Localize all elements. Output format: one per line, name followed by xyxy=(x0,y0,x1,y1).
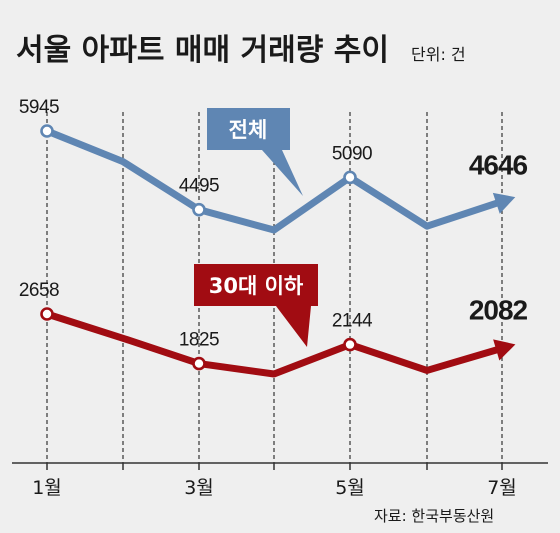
x-tick-label: 5월 xyxy=(335,477,365,499)
callout-under30-label: 30대 이하 xyxy=(209,274,304,298)
x-tick-label: 3월 xyxy=(184,477,214,499)
x-tick-label: 7월 xyxy=(487,477,517,499)
callout-under30: 30대 이하 xyxy=(194,264,318,347)
x-tick-label: 1월 xyxy=(32,477,62,499)
chart-title: 서울 아파트 매매 거래량 추이 xyxy=(16,33,389,68)
series-arrowhead-2 xyxy=(493,339,516,361)
callout-total-box xyxy=(207,108,303,196)
callout-under30-box xyxy=(194,264,318,347)
data-point-marker xyxy=(343,170,357,185)
data-label: 2658 xyxy=(19,280,59,301)
data-label: 4495 xyxy=(179,176,219,197)
data-point-marker xyxy=(40,307,54,321)
data-point-marker xyxy=(343,337,357,352)
series: 5945 4495 5090 4646 2658 1825 2144 2082 xyxy=(19,97,529,378)
data-label: 5090 xyxy=(332,143,372,164)
data-point-marker xyxy=(192,356,206,371)
x-axis: 1월 3월 5월 7월 xyxy=(32,463,517,499)
chart-source: 자료: 한국부동산원 xyxy=(374,507,494,525)
data-point-marker xyxy=(192,202,206,217)
series-line-1 xyxy=(43,127,500,234)
data-label: 2144 xyxy=(332,311,373,332)
series-arrowhead-1 xyxy=(492,192,516,214)
data-label: 5945 xyxy=(19,97,59,118)
data-label: 1825 xyxy=(179,330,219,351)
data-point-marker xyxy=(40,124,54,138)
end-data-label: 4646 xyxy=(469,149,528,180)
chart-unit: 단위: 건 xyxy=(411,45,466,64)
end-data-label: 2082 xyxy=(469,294,528,325)
callout-total: 전체 xyxy=(207,108,303,196)
callout-total-label: 전체 xyxy=(229,118,268,142)
series-line-2 xyxy=(43,310,500,378)
